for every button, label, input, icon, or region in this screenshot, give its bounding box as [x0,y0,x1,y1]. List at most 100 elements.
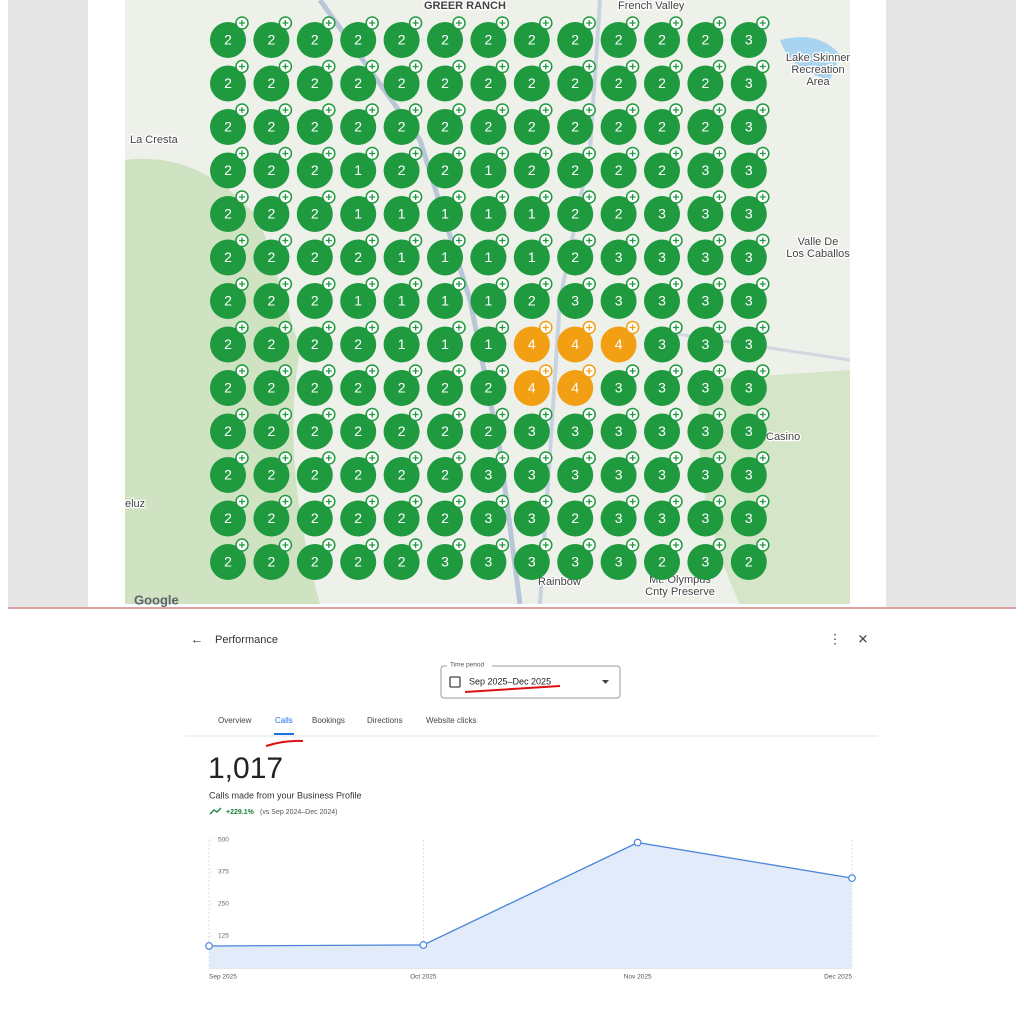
rank-marker [600,326,637,363]
rank-label: 3 [615,249,623,265]
badge-plus [673,150,679,157]
rank-label: 3 [615,293,623,309]
rank-marker [470,22,507,58]
badge-plus [629,542,636,548]
point [848,874,856,883]
rank-label: 2 [398,380,406,396]
rank-label: 3 [658,423,666,439]
badge-plus [673,107,679,113]
badge-plus [325,194,332,200]
badge-plus [325,542,332,548]
badge-plus [369,194,376,200]
rank-marker [296,413,333,450]
rank-label: 3 [702,162,710,178]
rank-marker [557,109,594,145]
rank-marker [644,22,680,58]
map-label: GREER RANCH [424,0,506,12]
rank-marker [340,370,377,406]
badge-plus [239,324,245,331]
rank-marker [687,22,724,58]
chart: 125 250 375 500 Sep 2025 Oct 2025 Nov 2025 Dec … [205,837,856,981]
tab[interactable]: Website clicks [426,716,477,725]
badge-plus [282,194,289,200]
badge-plus [369,411,376,418]
rank-marker [427,326,463,363]
rank-marker [470,283,507,319]
rank-marker [383,109,420,145]
tab[interactable]: Bookings [312,716,345,725]
rank-label: 3 [658,510,666,526]
badge-plus [716,194,723,200]
rank-label: 2 [224,206,232,222]
rank-label: 2 [224,423,232,439]
rank-label: 2 [398,510,406,526]
rank-marker [644,326,680,363]
rank-marker [644,544,680,580]
rank-label: 2 [268,249,276,265]
rank-marker [383,239,420,276]
rank-label: 2 [354,380,362,396]
rank-label: 2 [398,162,406,178]
tab[interactable]: Directions [367,716,403,725]
rank-marker [730,196,767,232]
rank-marker [427,65,463,102]
rank-label: 2 [268,32,276,48]
rank-label: 2 [354,119,362,135]
rank-label: 2 [571,75,579,91]
badge-plus [282,20,289,26]
rank-label: 3 [702,206,710,222]
badge-plus [629,368,636,374]
rank-marker [557,239,594,276]
rank-marker [340,22,377,58]
badge-plus [282,281,289,287]
rank-label: 3 [571,423,579,439]
rank-marker [383,22,420,58]
rank-label: 2 [398,467,406,483]
badge-plus [629,63,636,70]
rank-marker [253,22,290,58]
rank-marker [687,283,724,319]
rank-label: 2 [485,380,493,396]
rank-label: 3 [702,380,710,396]
rank-marker [600,109,637,145]
badge-plus [282,411,289,418]
badge-plus [499,324,506,331]
more-button[interactable]: ⋮ [829,631,842,646]
badge-plus [456,498,462,505]
close-button[interactable]: ✕ [858,631,869,646]
total: 1,017 [208,752,283,785]
badge-plus [542,368,549,374]
rank-label: 2 [528,162,536,178]
badge-plus [499,498,506,505]
badge-plus [586,20,593,26]
rank-marker [600,283,637,319]
back-button[interactable]: ← [191,631,204,646]
tab[interactable]: Calls [275,716,293,725]
badge-plus [369,498,376,505]
rank-marker [644,370,680,406]
rank-label: 1 [528,206,536,222]
rank-marker [427,22,463,58]
badge-plus [542,281,549,287]
rank-marker [557,22,594,58]
badge-plus [282,63,289,70]
rank-label: 3 [745,162,753,178]
rank-label: 4 [615,336,623,352]
badge-plus [542,542,549,548]
rank-label: 3 [745,423,753,439]
rank-marker [600,152,637,189]
badge-plus [369,542,376,548]
rank-label: 2 [268,380,276,396]
badge-plus [239,498,245,505]
badge-plus [369,150,376,157]
x-tick-label: Nov 2025 [624,974,652,981]
rank-marker [210,283,246,319]
rank-marker [687,413,724,450]
rank-label: 1 [354,293,362,309]
rank-marker [427,152,463,189]
tab[interactable]: Overview [218,716,252,725]
map-label: Los Caballos [786,248,850,260]
badge-plus [673,281,679,287]
rank-marker [427,544,463,580]
rank-marker [687,196,724,232]
